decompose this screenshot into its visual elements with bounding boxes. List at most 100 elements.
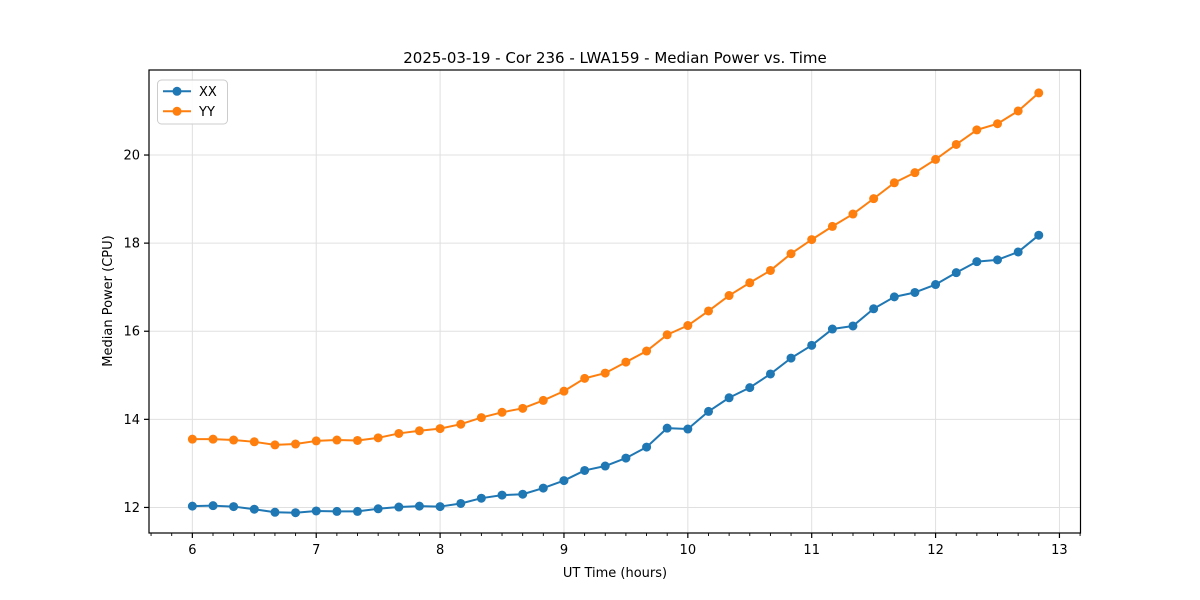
data-point-marker-yy — [187, 434, 197, 444]
data-point-marker-xx — [249, 504, 259, 514]
x-tick-label: 7 — [312, 543, 320, 558]
y-tick-label: 16 — [123, 325, 140, 340]
data-point-marker-xx — [456, 498, 466, 508]
data-point-marker-yy — [683, 321, 693, 331]
data-point-marker-xx — [910, 287, 920, 297]
y-axis-label: Median Power (CPU) — [101, 235, 116, 366]
data-point-marker-yy — [972, 125, 982, 135]
data-point-marker-yy — [559, 386, 569, 396]
data-point-marker-xx — [538, 483, 548, 493]
data-point-marker-xx — [972, 257, 982, 267]
data-point-marker-yy — [704, 306, 714, 316]
data-point-marker-yy — [352, 435, 362, 445]
data-point-marker-yy — [270, 440, 280, 450]
x-tick-label: 9 — [560, 543, 568, 558]
data-point-marker-xx — [642, 442, 652, 452]
data-point-marker-yy — [889, 178, 899, 188]
data-point-marker-yy — [642, 346, 652, 356]
grid-layer — [149, 70, 1081, 533]
data-point-marker-yy — [745, 278, 755, 288]
data-point-marker-yy — [662, 330, 672, 340]
data-point-marker-yy — [580, 373, 590, 383]
data-point-marker-yy — [931, 154, 941, 164]
data-point-marker-xx — [394, 502, 404, 512]
data-point-marker-xx — [1034, 230, 1044, 240]
series-line-yy — [192, 92, 1040, 446]
x-axis-label: UT Time (hours) — [563, 566, 667, 581]
data-point-marker-xx — [559, 476, 569, 486]
data-point-marker-xx — [786, 353, 796, 363]
data-point-marker-yy — [208, 434, 218, 444]
data-point-marker-xx — [704, 406, 714, 416]
data-point-marker-yy — [311, 436, 321, 446]
data-point-marker-yy — [993, 119, 1003, 129]
data-point-marker-xx — [765, 369, 775, 379]
axes-layer: 6 7 8 9 10 11 12 13 12 14 16 18 20 — [123, 149, 1081, 558]
data-point-marker-yy — [621, 357, 631, 367]
data-point-marker-xx — [869, 304, 879, 314]
legend-label-xx: XX — [199, 85, 217, 100]
data-point-marker-yy — [229, 435, 239, 445]
series-line-xx — [192, 234, 1040, 514]
data-point-marker-xx — [497, 490, 507, 500]
x-tick-label: 10 — [680, 543, 697, 558]
data-point-marker-yy — [848, 209, 858, 219]
data-point-marker-xx — [600, 461, 610, 471]
data-point-marker-yy — [394, 428, 404, 438]
data-point-marker-xx — [291, 508, 301, 518]
data-point-marker-yy — [600, 368, 610, 378]
data-point-marker-yy — [249, 437, 259, 447]
data-point-marker-xx — [311, 506, 321, 516]
data-point-marker-yy — [827, 221, 837, 231]
data-point-marker-xx — [1013, 247, 1023, 257]
data-point-marker-xx — [621, 453, 631, 463]
data-point-marker-yy — [786, 249, 796, 259]
data-point-marker-xx — [931, 280, 941, 290]
data-point-marker-yy — [435, 424, 445, 434]
data-point-marker-yy — [497, 407, 507, 417]
x-tick-label: 6 — [188, 543, 196, 558]
data-point-marker-xx — [662, 423, 672, 433]
data-point-marker-yy — [476, 413, 486, 423]
data-point-marker-xx — [373, 504, 383, 514]
data-point-marker-xx — [951, 268, 961, 278]
data-point-marker-xx — [352, 506, 362, 516]
data-point-marker-xx — [827, 324, 837, 334]
data-point-marker-xx — [580, 465, 590, 475]
data-point-marker-xx — [518, 489, 528, 499]
x-tick-label: 13 — [1051, 543, 1068, 558]
legend-marker-xx — [172, 86, 182, 96]
data-point-marker-xx — [229, 502, 239, 512]
data-point-marker-yy — [951, 139, 961, 149]
data-point-marker-yy — [291, 439, 301, 449]
data-point-marker-xx — [724, 393, 734, 403]
legend-label-yy: YY — [198, 105, 215, 120]
data-point-marker-xx — [745, 383, 755, 393]
data-point-marker-xx — [435, 502, 445, 512]
data-point-marker-xx — [187, 501, 197, 511]
data-point-marker-xx — [848, 321, 858, 331]
y-tick-label: 14 — [123, 413, 140, 428]
data-point-marker-xx — [270, 507, 280, 517]
data-point-marker-xx — [414, 501, 424, 511]
data-point-marker-yy — [332, 435, 342, 445]
plot-frame — [148, 69, 1082, 534]
data-point-marker-yy — [538, 395, 548, 405]
data-point-marker-yy — [414, 426, 424, 436]
y-tick-label: 18 — [123, 237, 140, 252]
data-point-marker-xx — [208, 501, 218, 511]
y-tick-label: 20 — [123, 149, 140, 164]
data-point-marker-yy — [1034, 88, 1044, 98]
legend-box — [157, 79, 228, 125]
data-point-marker-yy — [373, 433, 383, 443]
legend: XX YY — [157, 79, 228, 125]
data-point-marker-xx — [476, 493, 486, 503]
x-tick-label: 11 — [803, 543, 820, 558]
data-point-marker-yy — [1013, 106, 1023, 116]
data-point-marker-xx — [807, 340, 817, 350]
x-tick-label: 12 — [927, 543, 944, 558]
y-tick-label: 12 — [123, 501, 140, 516]
data-point-marker-xx — [889, 292, 899, 302]
